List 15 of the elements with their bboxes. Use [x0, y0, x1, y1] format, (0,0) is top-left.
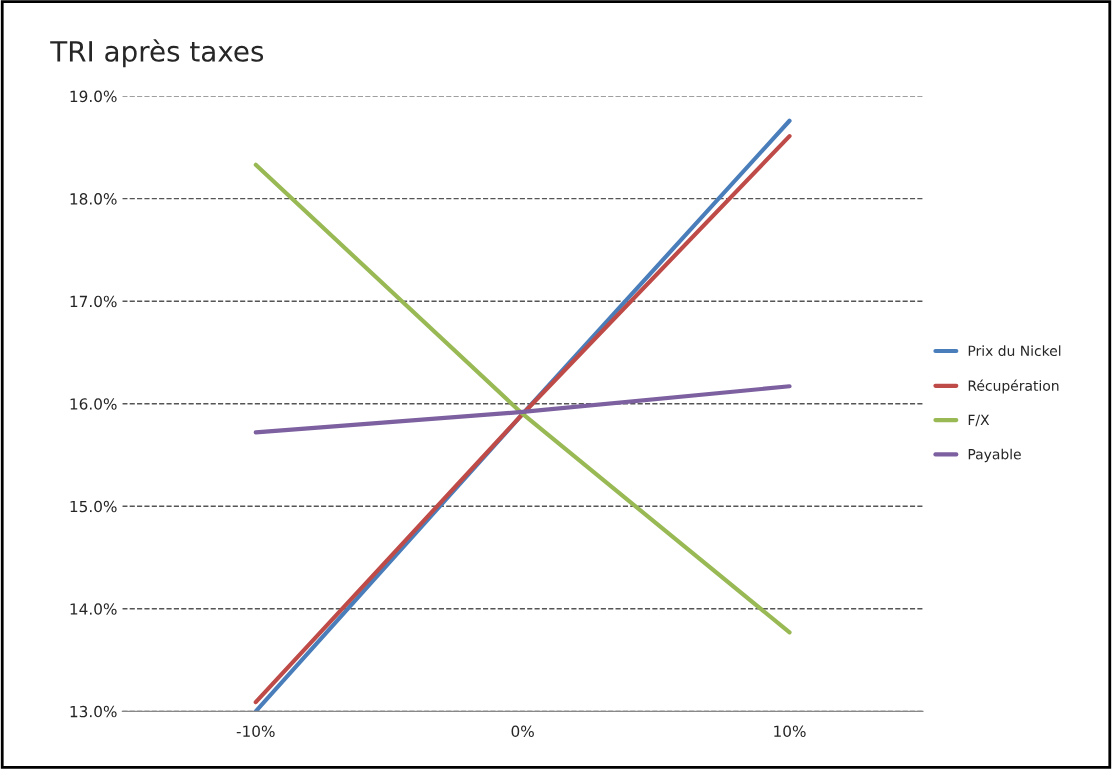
y-tick-label: 15.0%	[70, 500, 117, 513]
x-tick-label: -10%	[236, 725, 275, 738]
x-tick-label: 0%	[511, 725, 534, 738]
y-tick-label: 18.0%	[70, 193, 117, 205]
legend-label: Payable	[968, 448, 1021, 463]
chart-title: TRI après taxes	[50, 39, 264, 68]
legend-label: Prix du Nickel	[968, 345, 1061, 357]
y-tick-label: 16.0%	[70, 398, 117, 410]
y-tick-label: 19.0%	[70, 90, 117, 103]
y-tick-label: 14.0%	[70, 603, 117, 615]
y-tick-label: 13.0%	[70, 705, 117, 718]
x-tick-label: 10%	[774, 725, 806, 738]
y-tick-label: 17.0%	[70, 295, 117, 308]
legend-label: Récupération	[968, 379, 1059, 394]
legend-label: F/X	[968, 414, 990, 427]
